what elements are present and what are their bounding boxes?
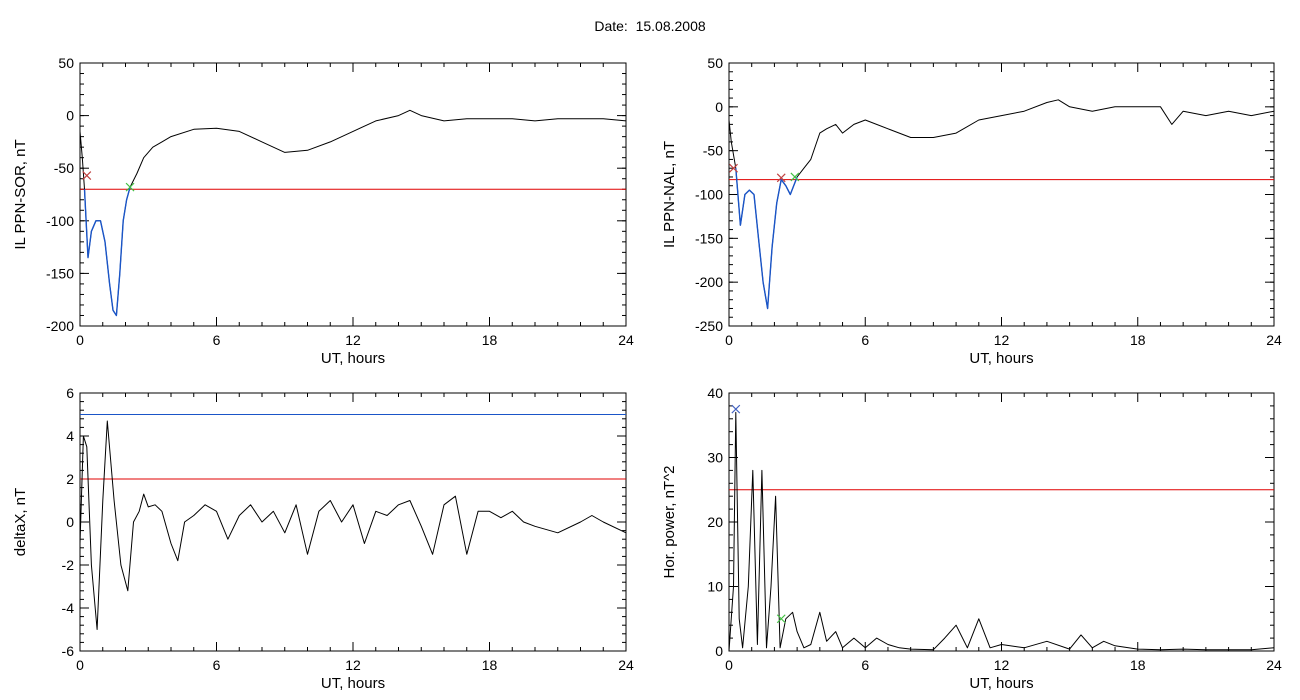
x-tick-label: 6 <box>861 657 869 673</box>
y-tick-label: 20 <box>707 514 723 530</box>
x-tick-label: 0 <box>725 332 733 348</box>
y-tick-label: -200 <box>695 274 723 290</box>
y-tick-label: -250 <box>695 318 723 334</box>
series-line-2 <box>83 186 131 317</box>
y-axis-label: IL PPN-SOR, nT <box>12 139 29 249</box>
plot-frame <box>728 62 1275 327</box>
x-tick-label: 12 <box>994 332 1010 348</box>
chart-sor: 0 6 12 18 24 -200 -150 -100 -50 0 50 UT, hours IL PP… <box>12 55 634 367</box>
y-axis-label: deltaX, nT <box>12 488 29 556</box>
y-tick-label: 50 <box>707 55 723 71</box>
y-tick-label: 0 <box>66 108 74 124</box>
series-line-1 <box>728 411 1275 652</box>
y-tick-label: 0 <box>66 514 74 530</box>
x-tick-label: 6 <box>861 332 869 348</box>
x-tick-label: 12 <box>994 657 1010 673</box>
y-tick-label: -100 <box>695 187 723 203</box>
x-tick-label: 24 <box>618 657 634 673</box>
y-tick-label: 50 <box>58 55 74 71</box>
x-tick-label: 18 <box>482 657 498 673</box>
date-value: 15.08.2008 <box>635 18 706 34</box>
y-tick-label: -150 <box>46 265 74 281</box>
plot-frame <box>728 392 1275 652</box>
series-line-1 <box>79 109 627 316</box>
x-tick-label: 0 <box>725 657 733 673</box>
chart-nal: 0 6 12 18 24 -250 -200 -150 -100 -50 0 50 UT, hours I… <box>661 55 1282 367</box>
x-tick-label: 18 <box>482 332 498 348</box>
event-marker <box>729 163 738 173</box>
date-title: Date: 15.08.2008 <box>0 18 1300 34</box>
event-marker <box>776 173 786 183</box>
x-tick-label: 12 <box>345 657 361 673</box>
x-tick-label: 6 <box>213 657 221 673</box>
x-tick-label: 18 <box>1130 657 1146 673</box>
event-marker <box>731 404 741 414</box>
y-tick-label: -6 <box>62 643 75 659</box>
x-tick-label: 12 <box>345 332 361 348</box>
y-tick-label: 0 <box>715 643 723 659</box>
x-tick-label: 24 <box>1266 332 1282 348</box>
y-tick-label: 30 <box>707 450 723 466</box>
x-tick-label: 0 <box>76 332 84 348</box>
event-marker <box>82 171 92 180</box>
plot-frame <box>79 392 627 652</box>
series-line-1 <box>728 99 1275 309</box>
y-tick-label: -4 <box>62 600 75 616</box>
y-tick-label: -200 <box>46 318 74 334</box>
y-tick-label: -2 <box>62 557 75 573</box>
x-tick-label: 18 <box>1130 332 1146 348</box>
x-axis-label: UT, hours <box>321 675 385 692</box>
series-line-2 <box>735 168 798 310</box>
plot-frame <box>79 62 627 327</box>
x-tick-label: 24 <box>618 332 634 348</box>
y-tick-label: 40 <box>707 385 723 401</box>
x-axis-label: UT, hours <box>321 350 385 367</box>
y-axis-label: Hor. power, nT^2 <box>661 466 678 579</box>
y-tick-label: 4 <box>66 428 74 444</box>
date-label: Date: <box>594 18 628 34</box>
x-axis-label: UT, hours <box>969 675 1033 692</box>
x-axis-label: UT, hours <box>969 350 1033 367</box>
y-tick-label: -50 <box>54 160 74 176</box>
series-line-1 <box>79 420 627 630</box>
y-tick-label: 10 <box>707 579 723 595</box>
x-tick-label: 6 <box>213 332 221 348</box>
y-tick-label: 6 <box>66 385 74 401</box>
y-tick-label: -50 <box>703 143 723 159</box>
event-marker <box>776 614 786 624</box>
x-tick-label: 24 <box>1266 657 1282 673</box>
event-marker <box>125 182 135 192</box>
event-marker <box>790 172 800 182</box>
y-tick-label: 2 <box>66 471 74 487</box>
x-tick-label: 0 <box>76 657 84 673</box>
y-axis-label: IL PPN-NAL, nT <box>661 141 678 248</box>
y-tick-label: -100 <box>46 213 74 229</box>
y-tick-label: 0 <box>715 99 723 115</box>
y-tick-label: -150 <box>695 230 723 246</box>
chart-power: 0 6 12 18 24 0 10 20 30 40 UT, hours Hor. power, nT… <box>661 385 1282 692</box>
